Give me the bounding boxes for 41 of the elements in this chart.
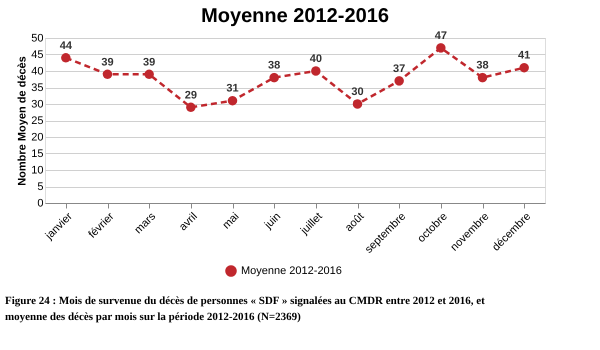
legend-label: Moyenne 2012-2016 — [241, 265, 342, 277]
data-label: 31 — [226, 82, 239, 95]
chart-title: Moyenne 2012-2016 — [201, 4, 389, 27]
y-tick-label: 25 — [31, 115, 44, 127]
caption: Figure 24 : Mois de survenue du décès de personnes « SDF » signalées au CMDR entre 2012 et 2016, et moyenne des décès par mois sur la période 2012-2016 (N=2369) — [5, 295, 486, 323]
y-tick-label: 50 — [31, 32, 44, 44]
x-tick-label: juin — [262, 210, 284, 232]
data-label: 30 — [351, 86, 364, 98]
point — [352, 99, 362, 109]
point — [228, 96, 238, 106]
y-tick-label: 30 — [31, 98, 44, 110]
point — [519, 62, 529, 72]
point — [102, 70, 112, 80]
data-label: 41 — [518, 50, 530, 62]
data-label: 38 — [268, 60, 280, 72]
data-label: 44 — [60, 40, 73, 52]
point — [269, 72, 279, 82]
y-tick-label: 40 — [31, 66, 44, 78]
y-tick-label: 35 — [31, 82, 44, 94]
y-axis-title: Nombre Moyen de décès — [16, 56, 28, 186]
y-tick-label: 0 — [37, 198, 44, 210]
data-label: 29 — [184, 89, 197, 102]
point — [186, 102, 196, 112]
point — [394, 76, 404, 86]
y-tick-label: 5 — [37, 181, 44, 193]
y-tick-label: 15 — [31, 148, 44, 160]
data-label: 47 — [434, 30, 447, 42]
x-tick-label: mai — [220, 210, 242, 232]
data-label: 37 — [393, 62, 406, 75]
y-tick-label: 20 — [31, 132, 44, 144]
point — [436, 43, 446, 53]
data-label: 39 — [101, 56, 114, 68]
point — [144, 70, 154, 80]
point — [311, 66, 321, 76]
point — [61, 53, 71, 63]
point — [478, 72, 488, 82]
y-tick-label: 10 — [31, 164, 44, 176]
data-label: 38 — [476, 60, 489, 72]
data-label: 40 — [310, 53, 322, 65]
data-label: 39 — [143, 56, 156, 68]
y-tick-label: 45 — [31, 49, 44, 61]
